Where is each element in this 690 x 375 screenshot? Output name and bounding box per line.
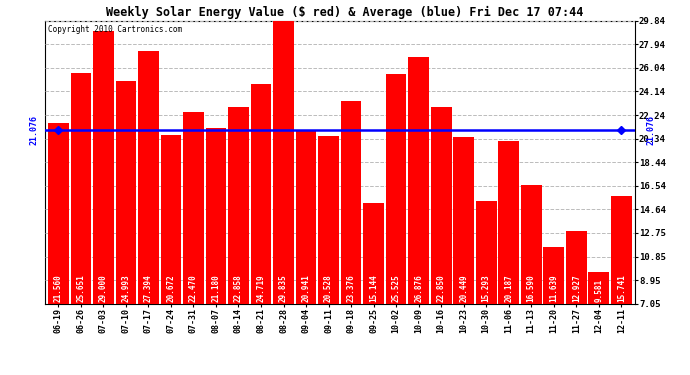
- Text: 12.927: 12.927: [572, 274, 581, 302]
- Text: 29.000: 29.000: [99, 274, 108, 302]
- Bar: [228, 107, 249, 304]
- Text: 20.528: 20.528: [324, 274, 333, 302]
- Bar: [138, 51, 159, 304]
- Text: 20.449: 20.449: [459, 274, 469, 302]
- Bar: [589, 272, 609, 304]
- Bar: [498, 141, 519, 304]
- Text: 24.719: 24.719: [257, 274, 266, 302]
- Text: 15.741: 15.741: [617, 274, 626, 302]
- Text: 21.076: 21.076: [29, 114, 38, 144]
- Bar: [93, 31, 114, 304]
- Bar: [161, 135, 181, 304]
- Bar: [544, 247, 564, 304]
- Bar: [408, 57, 429, 304]
- Text: 20.941: 20.941: [302, 274, 310, 302]
- Text: 26.876: 26.876: [414, 274, 423, 302]
- Text: 15.293: 15.293: [482, 274, 491, 302]
- Bar: [183, 112, 204, 304]
- Bar: [476, 201, 497, 304]
- Bar: [363, 203, 384, 304]
- Text: 21.560: 21.560: [54, 274, 63, 302]
- Text: Copyright 2010 Cartronics.com: Copyright 2010 Cartronics.com: [48, 25, 182, 34]
- Text: 21.180: 21.180: [211, 274, 221, 302]
- Text: 9.581: 9.581: [594, 279, 603, 302]
- Bar: [453, 137, 474, 304]
- Text: 16.590: 16.590: [526, 274, 535, 302]
- Bar: [431, 108, 451, 304]
- Text: 21.076: 21.076: [646, 114, 655, 144]
- Text: 11.639: 11.639: [549, 274, 558, 302]
- Text: 20.187: 20.187: [504, 274, 513, 302]
- Text: 23.376: 23.376: [346, 274, 355, 302]
- Bar: [341, 101, 362, 304]
- Bar: [273, 21, 294, 304]
- Bar: [611, 196, 631, 304]
- Bar: [48, 123, 69, 304]
- Text: 27.394: 27.394: [144, 274, 153, 302]
- Text: 15.144: 15.144: [369, 274, 378, 302]
- Text: 24.993: 24.993: [121, 274, 130, 302]
- Text: 22.850: 22.850: [437, 274, 446, 302]
- Bar: [70, 73, 91, 304]
- Bar: [115, 81, 136, 304]
- Bar: [296, 131, 317, 304]
- Text: 22.858: 22.858: [234, 274, 243, 302]
- Text: 25.525: 25.525: [392, 274, 401, 302]
- Text: 29.835: 29.835: [279, 274, 288, 302]
- Bar: [206, 128, 226, 304]
- Text: 25.651: 25.651: [77, 274, 86, 302]
- Text: Weekly Solar Energy Value ($ red) & Average (blue) Fri Dec 17 07:44: Weekly Solar Energy Value ($ red) & Aver…: [106, 6, 584, 19]
- Bar: [386, 74, 406, 304]
- Bar: [566, 231, 586, 304]
- Bar: [521, 185, 542, 304]
- Text: 20.672: 20.672: [166, 274, 175, 302]
- Text: 22.470: 22.470: [189, 274, 198, 302]
- Bar: [250, 84, 271, 304]
- Bar: [318, 136, 339, 304]
